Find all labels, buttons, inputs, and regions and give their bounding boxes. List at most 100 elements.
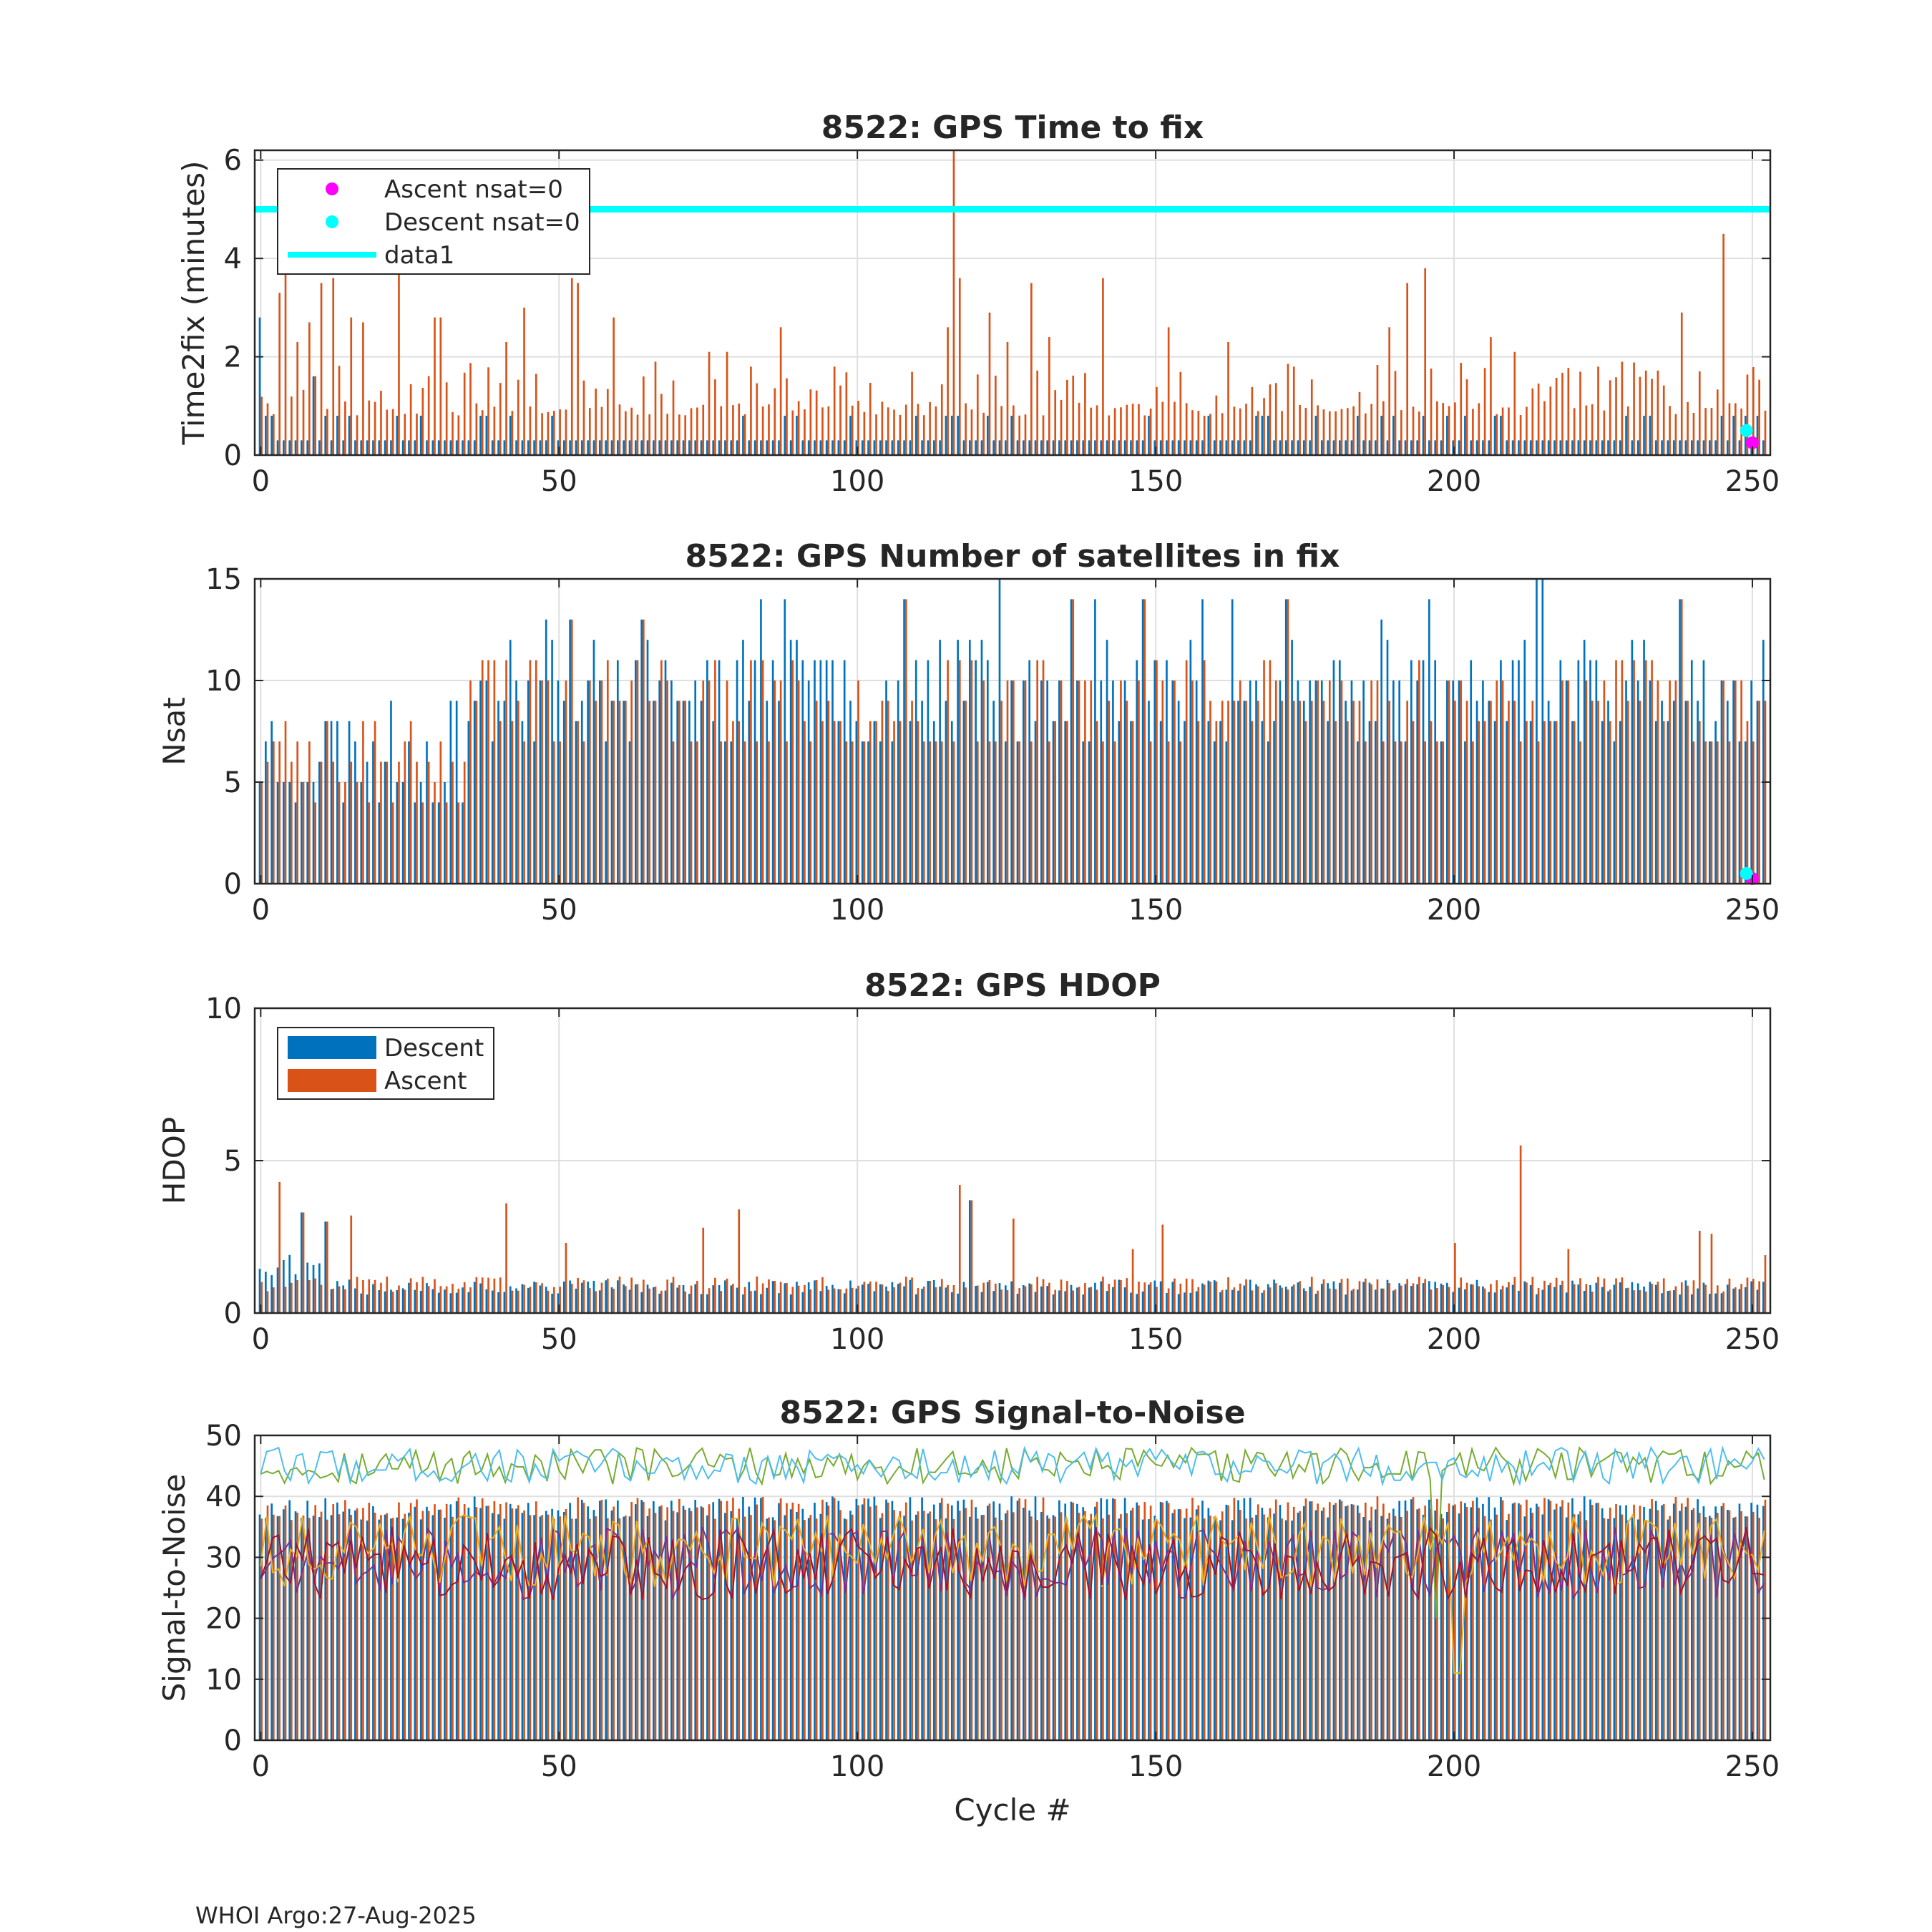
descent-bar [1213,440,1216,455]
ascent-bar [1561,372,1563,455]
x-tick-label: 0 [252,465,270,498]
ascent-bar [630,407,633,455]
ascent-bar [1000,1289,1002,1313]
y-tick-label: 10 [205,665,242,698]
ascent-bar [839,1510,841,1740]
ascent-bar [1764,1499,1767,1740]
ascent-bar [1734,1287,1737,1313]
descent-bar [986,1282,989,1313]
ascent-bar [1203,415,1206,455]
descent-bar [998,579,1001,884]
descent-bar [1738,741,1741,884]
ascent-bar [1006,680,1009,884]
descent-bar [855,1498,858,1740]
ascent-bar [1728,403,1731,455]
descent-bar [1404,741,1407,884]
ascent-bar [386,1513,389,1740]
ascent-bar [1674,414,1677,455]
descent-bar [378,802,381,884]
descent-bar [270,1503,273,1740]
descent-bar [1661,1505,1663,1740]
descent-bar [688,701,691,884]
ascent-bar [988,312,991,455]
ascent-bar [1013,1512,1015,1740]
ascent-bar [1000,1520,1002,1740]
ascent-bar [1698,1513,1701,1740]
ascent-bar [314,1505,317,1740]
descent-bar [658,1506,661,1740]
descent-bar [551,1508,553,1740]
descent-bar [1291,640,1293,884]
ascent-bar [613,701,615,884]
ascent-bar [904,404,907,455]
descent-bar [849,701,852,884]
descent-bar [605,1499,607,1740]
ascent-bar [469,1516,472,1740]
descent-bar [1708,741,1711,884]
ascent-bar [439,317,442,455]
ascent-bar [1191,410,1194,455]
ascent-bar [756,1276,758,1313]
ascent-bar [1543,401,1546,455]
ascent-bar [1006,341,1009,455]
ascent-bar [1740,1284,1742,1313]
descent-bar [372,1284,374,1313]
descent-bar [962,1499,965,1740]
descent-bar [1171,1513,1174,1740]
descent-bar [831,1284,834,1313]
descent-bar [837,1289,840,1313]
descent-bar [837,440,840,455]
descent-bar [1684,1506,1687,1740]
descent-bar [1207,721,1210,884]
ascent-bar [595,1291,597,1313]
descent-bar [509,640,512,884]
ascent-bar [1376,365,1379,455]
descent-bar [1189,1517,1192,1740]
ascent-bar [398,761,400,884]
ascent-bar [1364,1502,1367,1740]
ascent-bar [1674,680,1677,884]
descent-bar [1619,440,1621,455]
descent-bar [1148,1519,1150,1740]
descent-bar [1523,440,1526,455]
descent-bar [1207,416,1210,455]
descent-bar [646,1516,649,1740]
ascent-bar [487,367,489,455]
descent-bar [670,1501,673,1740]
ascent-bar [1442,1518,1445,1740]
ascent-bar [1174,1509,1176,1740]
ascent-bar [1734,403,1737,455]
ascent-bar [260,782,263,884]
descent-bar [1404,440,1407,455]
ascent-bar [1496,1514,1498,1740]
ascent-bar [404,414,406,455]
ascent-bar [1728,1278,1731,1313]
descent-bar [1726,440,1729,455]
legend-ascent: Ascent [384,1067,467,1096]
descent-bar [301,1518,303,1740]
descent-bar [1225,1504,1228,1740]
ascent-bar [893,1510,895,1740]
descent-bar [1332,660,1335,884]
ascent-bar [541,1283,543,1313]
descent-bar [342,440,345,455]
ascent-bar [958,278,961,455]
descent-bar [730,440,733,455]
ascent-bar [1310,379,1313,455]
ascent-bar [1358,1281,1361,1313]
descent-bar [748,440,751,455]
ascent-bar [606,1518,609,1740]
descent-bar [1601,721,1604,884]
descent-bar [1452,1292,1455,1313]
descent-bar [778,1293,780,1313]
descent-bar [1500,660,1502,884]
ascent-bar [1513,1502,1516,1740]
descent-bar [616,660,619,884]
ascent-bar [1567,368,1570,455]
descent-bar [1010,1496,1013,1740]
ascent-bar [958,660,961,884]
descent-bar [1714,440,1717,455]
ascent-bar [940,384,943,455]
descent-bar [437,440,440,455]
